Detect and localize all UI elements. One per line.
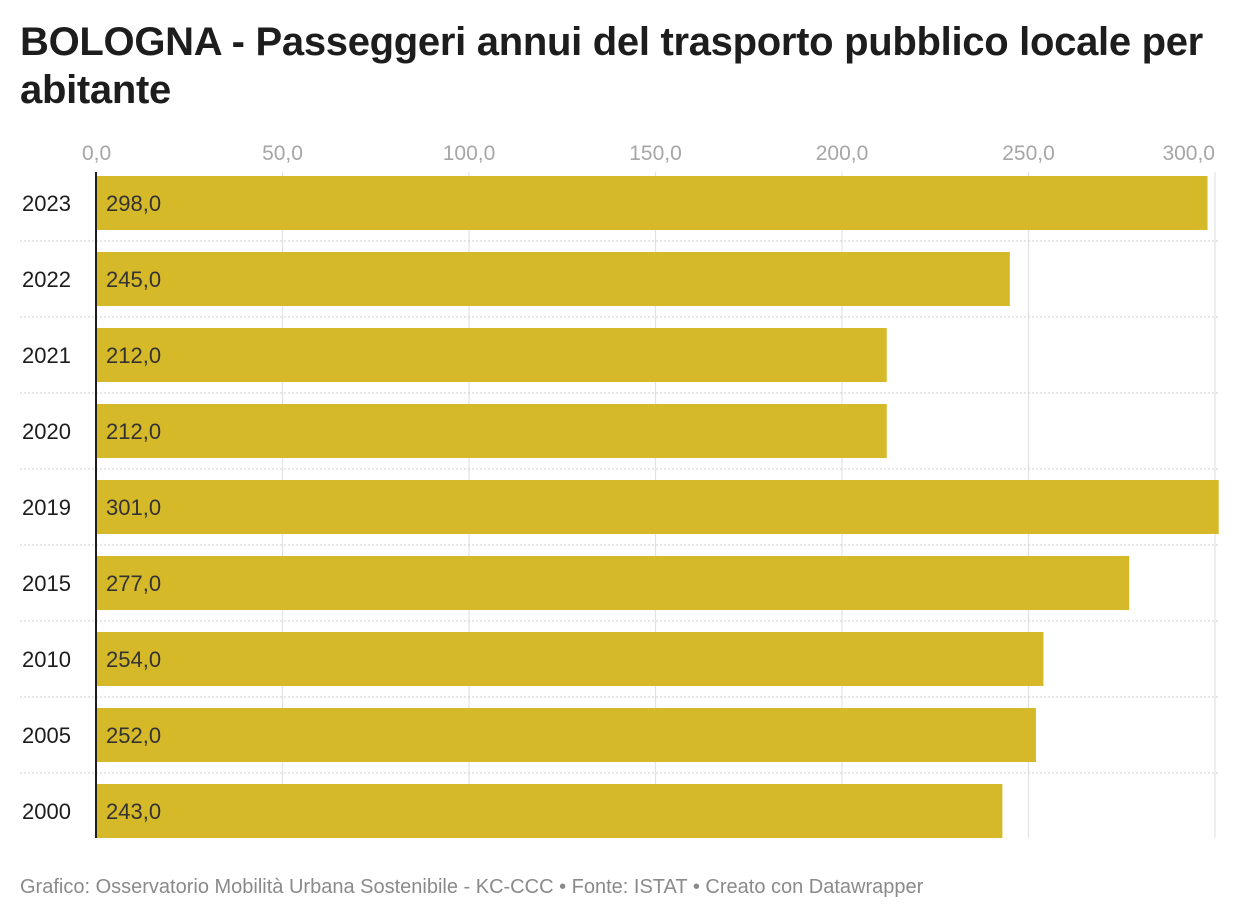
chart-title: BOLOGNA - Passeggeri annui del trasporto… bbox=[20, 20, 1203, 112]
category-label: 2019 bbox=[22, 495, 71, 520]
x-tick-label: 200,0 bbox=[816, 142, 869, 165]
x-tick-label: 0,0 bbox=[82, 142, 111, 165]
data-label: 252,0 bbox=[106, 723, 161, 748]
footer-made-with: Creato con Datawrapper bbox=[705, 876, 924, 898]
data-label: 245,0 bbox=[106, 267, 161, 292]
bars bbox=[96, 176, 1219, 838]
bar bbox=[96, 632, 1044, 686]
x-tick-label: 50,0 bbox=[262, 142, 303, 165]
category-label: 2005 bbox=[22, 723, 71, 748]
bar bbox=[96, 708, 1036, 762]
bar bbox=[96, 480, 1219, 534]
footer-separator: • bbox=[692, 876, 700, 898]
x-tick-label: 150,0 bbox=[629, 142, 682, 165]
category-label: 2000 bbox=[22, 799, 71, 824]
footer-source: Fonte: ISTAT bbox=[571, 876, 688, 898]
category-label: 2021 bbox=[22, 343, 71, 368]
bar bbox=[96, 404, 887, 458]
category-label: 2020 bbox=[22, 419, 71, 444]
data-label: 212,0 bbox=[106, 343, 161, 368]
data-label: 277,0 bbox=[106, 571, 161, 596]
data-label: 301,0 bbox=[106, 495, 161, 520]
data-label: 212,0 bbox=[106, 419, 161, 444]
data-label: 298,0 bbox=[106, 191, 161, 216]
value-labels: 298,0 245,0 212,0 212,0 301,0 277,0 254,0 252,0… bbox=[106, 191, 161, 824]
data-label: 243,0 bbox=[106, 799, 161, 824]
footer-separator: • bbox=[559, 876, 567, 898]
category-label: 2022 bbox=[22, 267, 71, 292]
bar bbox=[96, 176, 1208, 230]
bar bbox=[96, 784, 1003, 838]
x-tick-label: 300,0 bbox=[1162, 142, 1215, 165]
x-tick-label: 100,0 bbox=[443, 142, 496, 165]
footer-credit: Grafico: Osservatorio Mobilità Urbana So… bbox=[20, 876, 554, 898]
category-label: 2010 bbox=[22, 647, 71, 672]
bar bbox=[96, 556, 1130, 610]
bar bbox=[96, 252, 1010, 306]
category-labels: 2023 2022 2021 2020 2019 2015 2010 2005 2000 bbox=[22, 191, 71, 824]
data-label: 254,0 bbox=[106, 647, 161, 672]
chart-footer: Grafico: Osservatorio Mobilità Urbana So… bbox=[20, 876, 923, 899]
category-label: 2023 bbox=[22, 191, 71, 216]
category-label: 2015 bbox=[22, 571, 71, 596]
bar bbox=[96, 328, 887, 382]
bar-chart: 0,0 50,0 100,0 150,0 200,0 250,0 300,0 2023202… bbox=[20, 142, 1219, 838]
x-axis-ticks: 0,0 50,0 100,0 150,0 200,0 250,0 300,0 bbox=[82, 142, 1215, 165]
x-tick-label: 250,0 bbox=[1002, 142, 1055, 165]
